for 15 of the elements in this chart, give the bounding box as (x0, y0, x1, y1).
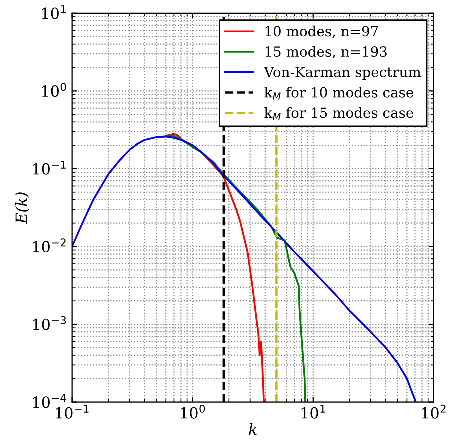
y-tick-label: 10$^{−1}$ (33, 161, 66, 175)
ref-line-label: k$_{M}$ for 10 modes case (264, 87, 414, 100)
y-axis-title: E(k) (15, 192, 30, 224)
legend-label: 15 modes, n=193 (266, 46, 387, 59)
ref-line-label: k$_{M}$ for 15 modes case (264, 107, 414, 120)
y-tick-label: 10$^{−3}$ (33, 316, 66, 330)
y-tick-label: 10$^{0}$ (42, 83, 66, 98)
legend-label: Von-Karman spectrum (264, 67, 422, 80)
x-tick-label: 10$^{0}$ (181, 404, 206, 419)
legend-label: 10 modes, n=97 (266, 26, 378, 38)
y-tick-label: 10$^{1}$ (42, 5, 66, 20)
x-tick-label: 10$^{2}$ (422, 404, 446, 419)
x-axis-title: k (249, 423, 257, 435)
x-tick-label: 10$^{1}$ (302, 405, 326, 419)
y-tick-label: 10$^{−2}$ (33, 238, 66, 253)
